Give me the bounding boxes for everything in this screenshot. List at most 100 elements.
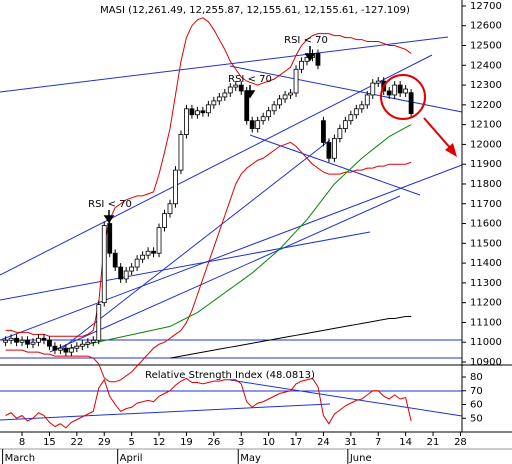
candle-body [364,94,370,106]
candle-body [173,169,178,205]
trend-line [0,36,449,93]
x-tick-label: 8 [19,437,25,448]
annotation: RSI < 70 [228,74,272,85]
y-tick-label: 80 [470,372,483,383]
candle-body [370,82,376,96]
y-tick-label: 12200 [470,100,502,111]
y-tick-label: 10900 [470,357,502,368]
series-line [60,124,412,351]
candle-body [96,304,102,341]
candle-body [79,343,85,347]
x-tick-label: 26 [207,437,220,448]
candle-body [249,120,255,129]
candle-body [74,345,80,349]
candle-body [222,92,228,98]
candle-body [348,114,354,122]
candle-body [58,347,63,351]
candle-body [277,98,283,106]
marks: 10900 11000 11100 11200 11300 11400 11500 11600… [2,1,502,464]
x-tick-label: 28 [454,437,467,448]
trend-line [0,164,463,341]
candle-body [315,53,321,66]
candle-body [386,90,392,96]
trend-line [229,379,463,417]
x-tick-label: 22 [70,437,83,448]
candle-body [271,104,277,112]
y-tick-label: 11800 [470,179,502,190]
trend-line [249,134,421,196]
month-label: May [240,453,261,464]
highlight-circle [380,74,426,120]
candle-body [30,341,36,345]
candle-body [321,120,326,143]
candle-body [178,134,184,171]
y-tick-label: 11100 [470,317,502,328]
y-tick-label: 50 [470,413,483,424]
candle-body [151,250,156,254]
trend-line [0,403,331,421]
candle-body [375,80,381,84]
x-tick-label: 5 [128,437,134,448]
y-tick-label: 11300 [470,278,502,289]
candle-body [189,108,195,116]
candle-body [403,88,409,94]
candle-body [3,339,8,343]
candle-body [353,108,359,116]
trend-line [0,231,371,301]
candle-body [118,266,124,280]
candle-body [397,84,403,94]
candle-body [194,110,200,116]
candle-body [156,227,162,254]
candle-body [14,337,19,343]
x-tick-label: 31 [344,437,357,448]
series-line [5,377,412,429]
candle-body [68,347,74,353]
x-tick-label: 24 [317,437,330,448]
x-tick-label: 14 [399,437,412,448]
candle-body [167,203,173,215]
x-tick-label: 15 [43,437,56,448]
y-tick-label: 12400 [470,60,502,71]
candle-body [140,254,146,260]
candle-body [41,337,47,341]
x-tick-label: 17 [290,437,303,448]
candle-body [8,337,14,341]
x-tick-label: 3 [238,437,244,448]
annotation: RSI < 70 [284,35,328,46]
arrow-head [304,53,316,62]
month-label: April [120,453,143,464]
candle-body [337,128,343,139]
y-tick-label: 11600 [470,219,502,230]
candle-body [342,120,348,129]
candle-body [184,108,189,135]
candle-body [200,110,206,114]
arrow-head [244,90,256,99]
series-line [5,141,412,383]
candle-body [238,84,244,92]
y-tick-label: 12700 [470,1,502,12]
red-arrow [423,117,453,151]
trend-line [0,54,433,276]
candle-body [293,68,299,94]
y-tick-label: 60 [470,400,483,411]
red-arrow-head [445,143,457,157]
y-tick-label: 11900 [470,159,502,170]
y-tick-label: 12600 [470,21,502,32]
candle-body [260,116,266,122]
candle-body [255,120,261,129]
trend-line [59,139,331,351]
x-tick-label: 10 [262,437,275,448]
y-tick-label: 11200 [470,298,502,309]
candle-body [129,266,135,272]
annotation-arrows [103,46,316,224]
annotation: RSI < 70 [88,199,132,210]
series-line [5,17,412,337]
y-tick-label: 11000 [470,337,502,348]
y-tick-label: 12500 [470,41,502,52]
candle-body [19,339,25,343]
candle-body [408,92,414,115]
candle-body [162,213,167,228]
candle-body [145,250,151,256]
y-tick-label: 11700 [470,199,502,210]
